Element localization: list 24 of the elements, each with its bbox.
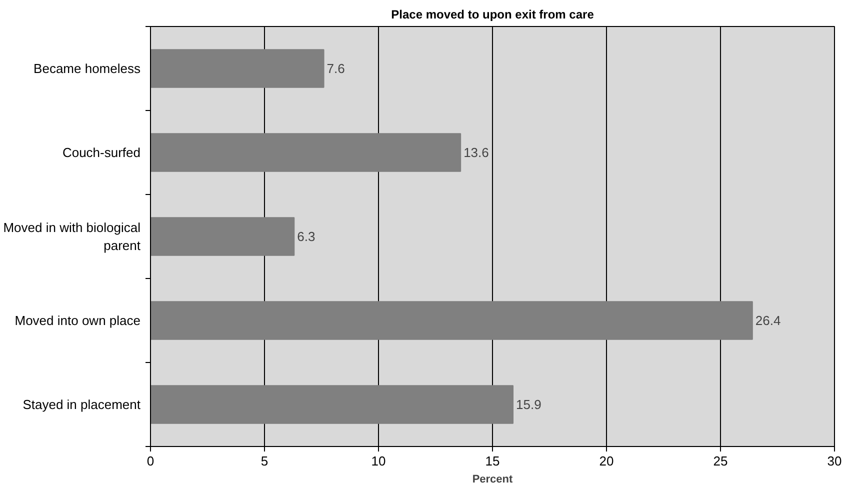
data-label: 15.9	[516, 397, 542, 412]
x-tick-label: 30	[827, 454, 842, 468]
x-tick-label: 5	[260, 454, 268, 468]
y-tick-label: Moved into own place	[14, 313, 141, 328]
bar	[150, 385, 514, 424]
x-tick-label: 10	[371, 454, 386, 468]
x-axis-title: Percent	[472, 474, 514, 486]
x-tick-label: 15	[485, 454, 500, 468]
bar	[150, 133, 462, 172]
chart-title: Place moved to upon exit from care	[391, 8, 594, 22]
data-label: 7.6	[326, 61, 345, 76]
data-label: 13.6	[464, 145, 489, 160]
y-tick-label: Couch-surfed	[62, 145, 141, 160]
data-label: 6.3	[297, 229, 316, 244]
bar	[150, 49, 324, 88]
data-label: 26.4	[755, 313, 781, 328]
y-tick-label: Stayed in placement	[22, 397, 141, 412]
bar	[150, 217, 295, 256]
x-tick-label: 0	[146, 454, 154, 468]
x-tick-label: 25	[713, 454, 728, 468]
y-tick-label: Moved in with biological parent	[3, 220, 141, 253]
y-tick-label: Became homeless	[34, 61, 141, 76]
x-tick-label: 20	[599, 454, 614, 468]
bar	[150, 301, 753, 340]
